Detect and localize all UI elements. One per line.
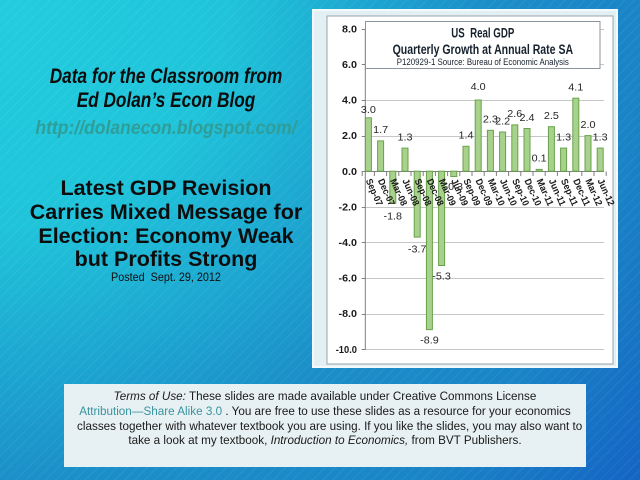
svg-text:4.0: 4.0 bbox=[471, 82, 486, 93]
svg-text:-1.8: -1.8 bbox=[384, 212, 403, 223]
svg-text:8.0: 8.0 bbox=[342, 23, 357, 35]
svg-text:P120929-1 Source: Bureau of Ec: P120929-1 Source: Bureau of Economic Ana… bbox=[397, 57, 569, 67]
svg-text:1.7: 1.7 bbox=[373, 125, 388, 136]
svg-text:6.0: 6.0 bbox=[342, 59, 357, 71]
svg-text:-8.0: -8.0 bbox=[339, 308, 358, 320]
svg-text:1.3: 1.3 bbox=[556, 132, 571, 143]
svg-text:1.3: 1.3 bbox=[593, 132, 608, 143]
svg-text:4.0: 4.0 bbox=[342, 95, 357, 107]
svg-text:Quarterly Growth at Annual Rat: Quarterly Growth at Annual Rate SA bbox=[393, 42, 574, 57]
svg-text:-5.3: -5.3 bbox=[432, 272, 451, 283]
svg-text:2.0: 2.0 bbox=[581, 120, 596, 131]
svg-text:US Real GDP: US Real GDP bbox=[451, 26, 514, 41]
svg-text:-0.3: -0.3 bbox=[445, 182, 464, 193]
svg-text:2.4: 2.4 bbox=[520, 113, 535, 124]
svg-text:2.5: 2.5 bbox=[544, 111, 559, 122]
svg-text:2.2: 2.2 bbox=[495, 116, 510, 127]
svg-text:1.4: 1.4 bbox=[459, 131, 474, 142]
svg-text:2.3: 2.3 bbox=[483, 115, 498, 126]
svg-text:-3.7: -3.7 bbox=[408, 245, 427, 256]
svg-text:3.0: 3.0 bbox=[361, 105, 376, 116]
svg-text:2.0: 2.0 bbox=[342, 130, 357, 142]
svg-text:-10.0: -10.0 bbox=[336, 344, 357, 356]
svg-text:2.6: 2.6 bbox=[507, 109, 522, 120]
svg-text:-8.9: -8.9 bbox=[420, 336, 439, 347]
svg-text:0.1: 0.1 bbox=[532, 154, 547, 165]
svg-text:1.3: 1.3 bbox=[398, 132, 413, 143]
svg-text:-6.0: -6.0 bbox=[339, 273, 358, 285]
svg-text:-2.0: -2.0 bbox=[339, 201, 358, 213]
svg-text:-4.0: -4.0 bbox=[339, 237, 358, 249]
svg-text:0.0: 0.0 bbox=[342, 166, 357, 178]
svg-text:4.1: 4.1 bbox=[568, 83, 583, 94]
